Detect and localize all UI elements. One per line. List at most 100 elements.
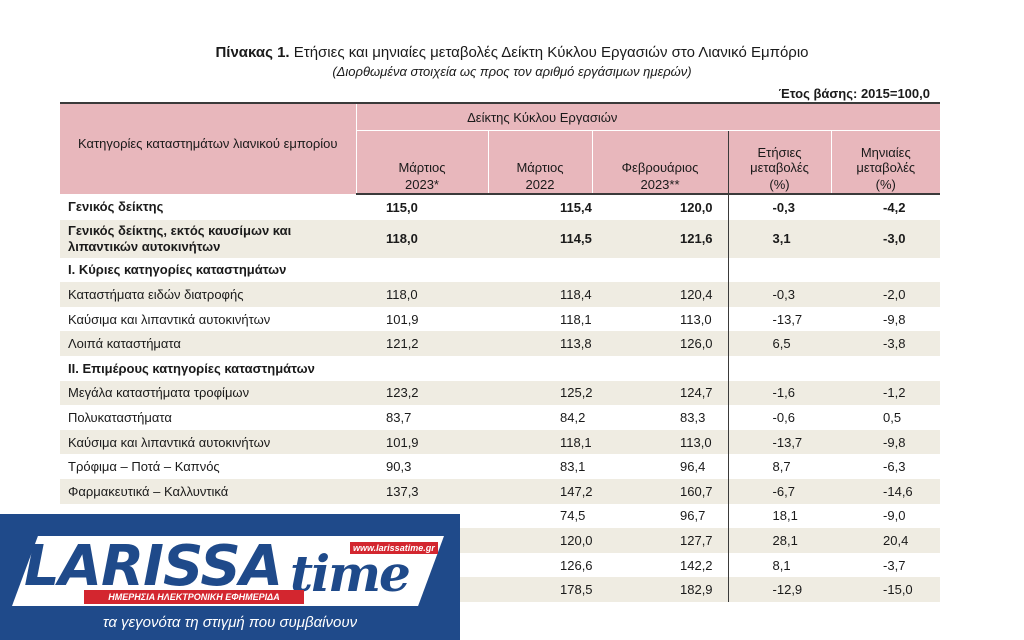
row-label: I. Κύριες κατηγορίες καταστημάτων (68, 262, 287, 278)
cell-value: 118,1 (560, 311, 592, 327)
cell-value: 124,7 (592, 380, 729, 406)
cell-value: 113,0 (592, 429, 729, 455)
row-label: Πολυκαταστήματα (68, 409, 172, 425)
cell-value: -4,2 (883, 199, 906, 215)
table-row: Καταστήματα ειδών διατροφής 118,0 118,4 120… (60, 282, 941, 307)
cell-value: 126,0 (592, 331, 729, 356)
row-label: Γενικός δείκτης, εκτός καυσίμων και λιπα… (60, 219, 356, 258)
cell-value: 83,1 (560, 459, 586, 475)
cell-value: 115,0 (386, 199, 418, 215)
logo-word: LARISSA (24, 534, 283, 599)
row-label: Μεγάλα καταστήματα τροφίμων (60, 380, 356, 406)
row-label: Λοιπά καταστήματα (60, 331, 356, 356)
cell-value: 8,1 (772, 557, 791, 573)
row-label: Καύσιμα και λιπαντικά αυτοκινήτων (60, 429, 356, 455)
cell-value: 90,3 (386, 459, 412, 475)
col-header-bottom: 2022 (488, 175, 593, 195)
cell-value: 8,7 (772, 459, 791, 475)
table-row: Καύσιμα και λιπαντικά αυτοκινήτων 101,9 11… (60, 429, 941, 455)
col-header-bottom: 2023** (592, 175, 729, 195)
cell-value: 118,0 (356, 219, 488, 258)
cell-value: -9,8 (883, 311, 906, 327)
cell-value: 118,4 (488, 282, 592, 307)
cell-value: -1,6 (728, 380, 832, 406)
cell-value: 120,0 (592, 194, 729, 220)
table-row: 74,5 96,7 18,1 -9,0 (60, 503, 940, 529)
table-row: Φαρμακευτικά – Καλλυντικά 137,3 147,2 160,7… (60, 478, 941, 504)
cell-value: -3,7 (883, 557, 906, 573)
retail-turnover-table: Κατηγορίες καταστημάτων λιανικού εμπορίο… (60, 102, 941, 602)
cell-value: 121,2 (356, 331, 488, 356)
cell-value (488, 258, 592, 283)
col-header-bottom: (%) (728, 175, 832, 195)
table-row: Καύσιμα και λιπαντικά αυτοκινήτων 101,9 11… (60, 306, 940, 332)
cell-value: 142,2 (592, 552, 729, 578)
cell-value (592, 355, 729, 381)
cell-value: -3,8 (831, 331, 941, 356)
cell-value: 84,2 (560, 409, 586, 425)
cell-value: 74,5 (560, 508, 586, 524)
cell-value: 147,2 (488, 478, 593, 504)
cell-value (488, 356, 592, 381)
table-row: Τρόφιμα – Ποτά – Καπνός 90,3 83,1 96,4 8,7 -6… (60, 454, 940, 479)
table-row: 126,6 142,2 8,1 -3,7 (60, 552, 940, 578)
cell-value: -13,7 (772, 311, 803, 327)
cell-value: 127,7 (592, 528, 729, 553)
table-row: Γενικός δείκτης, εκτός καυσίμων και λιπα… (60, 219, 941, 258)
category-header: Κατηγορίες καταστημάτων λιανικού εμπορίο… (60, 102, 357, 194)
table-subtitle: (Διορθωμένα στοιχεία ως προς τον αριθμό … (332, 64, 692, 79)
cell-value: -12,9 (728, 577, 832, 602)
cell-value: 83,3 (592, 405, 729, 430)
cell-value: -0,6 (772, 409, 795, 425)
cell-value: 6,5 (728, 331, 832, 356)
cell-value: 121,6 (592, 219, 729, 258)
cell-value: -14,6 (831, 478, 941, 504)
cell-value: 113,8 (488, 331, 592, 356)
cell-value: -15,0 (831, 577, 941, 602)
cell-value: -0,3 (772, 199, 795, 215)
cell-value: -1,2 (831, 380, 941, 406)
cell-value (831, 356, 940, 381)
table-title-text: Ετήσιες και μηνιαίες μεταβολές Δείκτη Κύ… (289, 44, 809, 61)
cell-value: 137,3 (356, 478, 488, 504)
cell-value: 0,5 (883, 409, 902, 425)
table-row: Λοιπά καταστήματα 121,2 113,8 126,0 6,5 -3,8 (60, 331, 941, 356)
cell-value: -13,7 (728, 429, 832, 455)
row-label: Καταστήματα ειδών διατροφής (60, 282, 356, 307)
col-header-top: Μηνιαίες μεταβολές (831, 130, 941, 175)
group-header: Δείκτης Κύκλου Εργασιών (356, 102, 729, 131)
cell-value: -0,3 (728, 282, 832, 307)
cell-value (356, 356, 488, 381)
cell-value: -9,0 (883, 508, 906, 524)
table-number: Πίνακας 1. (215, 44, 290, 61)
table-row: II. Επιμέρους κατηγορίες καταστημάτων (60, 355, 940, 381)
cell-value: 115,4 (560, 199, 592, 215)
logo-url: www.larissatime.gr (350, 542, 438, 554)
row-label: II. Επιμέρους κατηγορίες καταστημάτων (68, 360, 315, 376)
logo-slogan: τα γεγονότα τη στιγμή που συμβαίνουν (102, 614, 358, 631)
cell-value: -9,8 (831, 429, 941, 455)
cell-value: -2,0 (831, 282, 941, 307)
cell-value (728, 356, 831, 381)
cell-value: -3,0 (831, 219, 941, 258)
cell-value: 96,4 (592, 454, 729, 479)
cell-value: 18,1 (772, 508, 798, 524)
cell-value: 101,9 (386, 311, 419, 327)
row-label: Γενικός δείκτης (68, 199, 164, 215)
col-header-top: Μάρτιος (488, 130, 593, 175)
cell-value: 178,5 (488, 577, 593, 602)
cell-value (728, 258, 831, 283)
cell-value: 120,4 (592, 282, 729, 307)
cell-value (356, 258, 488, 283)
col-header-top: Ετήσιες μεταβολές (728, 130, 832, 175)
table-row: Γενικός δείκτης 115,0 115,4 120,0 -0,3 -4,2 (60, 194, 940, 220)
col-header-bottom: 2023* (356, 175, 489, 195)
cell-value: 28,1 (728, 528, 832, 553)
cell-value: 120,0 (488, 528, 593, 553)
cell-value: 160,7 (592, 478, 729, 504)
cell-value: 83,7 (386, 409, 412, 425)
cell-value (831, 258, 940, 283)
row-label: Καύσιμα και λιπαντικά αυτοκινήτων (68, 311, 271, 327)
row-label: Φαρμακευτικά – Καλλυντικά (60, 478, 356, 504)
cell-value: 126,6 (560, 557, 593, 573)
